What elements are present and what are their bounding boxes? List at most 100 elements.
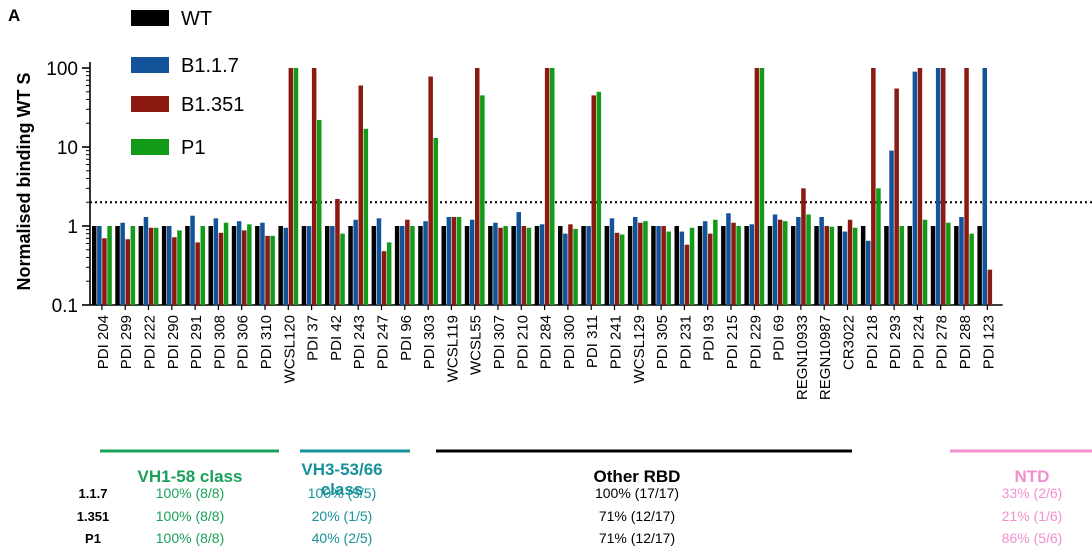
x-tick-label: REGN10933 (794, 315, 811, 400)
bar-WT-17 (488, 226, 493, 305)
x-tick-label: PDI 307 (491, 315, 508, 369)
x-tick-label: PDI 247 (375, 315, 392, 369)
x-tick-label: PDI 37 (305, 315, 322, 361)
bar-B1.351-13 (405, 219, 410, 305)
bar-B1.351-38 (987, 269, 993, 305)
bar-P1-12 (386, 242, 392, 305)
bar-B1.1.7-3 (167, 226, 172, 305)
bar-P1-30 (806, 214, 811, 305)
bar-B1.1.7-9 (306, 226, 312, 305)
x-tick-label: PDI 210 (514, 315, 531, 369)
bar-B1.1.7-30 (796, 216, 801, 305)
bar-B1.1.7-14 (423, 221, 428, 305)
group-stat-1-1: 20% (1/5) (311, 508, 373, 524)
x-tick-label: PDI 69 (771, 315, 788, 361)
bar-B1.1.7-26 (702, 221, 708, 305)
bar-B1.1.7-32 (842, 231, 848, 305)
bar-P1-26 (713, 219, 718, 305)
bar-B1.1.7-12 (376, 218, 382, 305)
x-tick-label: PDI 231 (677, 315, 694, 369)
bar-WT-12 (371, 226, 377, 305)
bar-B1.1.7-8 (283, 227, 288, 305)
bar-WT-14 (418, 226, 423, 305)
bar-B1.1.7-24 (656, 226, 661, 305)
bar-B1.351-4 (195, 242, 200, 305)
bar-WT-5 (208, 226, 213, 305)
bar-P1-28 (759, 68, 765, 305)
group-stat-2-1: 71% (12/17) (598, 508, 676, 524)
bar-B1.1.7-27 (726, 213, 731, 305)
group-stat-0-1: 100% (8/8) (155, 508, 225, 524)
group-stat-3-1: 21% (1/6) (1001, 508, 1063, 524)
x-tick-label: WCSL120 (281, 315, 298, 383)
bar-WT-0 (92, 226, 97, 305)
bar-B1.351-26 (708, 233, 713, 305)
group-stat-0-0: 100% (8/8) (155, 485, 225, 501)
group-stat-1-0: 100% (5/5) (307, 485, 377, 501)
bar-WT-15 (441, 226, 446, 305)
bar-B1.351-20 (568, 224, 573, 305)
bar-P1-37 (969, 233, 974, 305)
bar-B1.1.7-10 (330, 226, 335, 305)
bar-WT-22 (604, 226, 610, 305)
bar-B1.1.7-1 (120, 222, 125, 305)
bar-WT-21 (581, 226, 586, 305)
legend-label-B1.1.7: B1.1.7 (181, 55, 239, 77)
bar-B1.351-8 (288, 68, 294, 305)
bar-P1-19 (550, 68, 555, 305)
bar-B1.351-27 (731, 222, 736, 305)
legend-swatch-WT (131, 10, 169, 26)
x-tick-label: PDI 310 (258, 315, 275, 369)
bar-P1-9 (317, 119, 322, 305)
bar-P1-11 (363, 128, 369, 305)
bar-B1.351-19 (544, 68, 550, 305)
bar-WT-38 (977, 226, 982, 305)
bar-P1-0 (107, 226, 112, 305)
bar-B1.1.7-20 (563, 233, 568, 305)
bar-WT-30 (791, 226, 796, 305)
bar-P1-4 (200, 226, 205, 305)
bar-B1.351-1 (125, 239, 130, 305)
bar-B1.351-0 (102, 238, 107, 305)
binding-bar-chart: 0.1 1 10 100 Normalised binding WT S PDI 204 P… (14, 8, 1092, 453)
bar-B1.351-36 (941, 68, 946, 305)
bar-B1.1.7-22 (609, 218, 615, 305)
bar-WT-35 (907, 226, 912, 305)
bar-P1-21 (596, 91, 602, 305)
bar-B1.351-29 (777, 219, 783, 305)
bar-B1.351-24 (661, 226, 666, 305)
bar-WT-1 (115, 226, 120, 305)
bar-WT-24 (651, 226, 656, 305)
legend-label-B1.351: B1.351 (181, 94, 244, 116)
bar-P1-36 (946, 222, 951, 305)
bar-B1.1.7-2 (143, 216, 149, 305)
bar-P1-5 (223, 222, 229, 305)
y-tick-label: 1 (67, 217, 78, 238)
bar-WT-33 (860, 226, 866, 305)
bar-WT-32 (837, 226, 843, 305)
bar-P1-24 (666, 231, 671, 305)
bar-B1.1.7-11 (353, 219, 358, 305)
x-tick-label: PDI 96 (398, 315, 415, 361)
bar-WT-7 (255, 226, 260, 305)
bar-B1.1.7-34 (889, 150, 894, 305)
bar-B1.1.7-31 (819, 216, 824, 305)
bar-B1.1.7-18 (516, 212, 521, 305)
x-tick-label: WCSL119 (444, 315, 461, 382)
bar-WT-27 (721, 226, 726, 305)
bar-WT-20 (558, 226, 563, 305)
bar-P1-14 (433, 137, 438, 305)
x-tick-label: PDI 243 (351, 315, 368, 369)
bar-B1.1.7-23 (633, 216, 638, 305)
legend-label-WT: WT (181, 8, 212, 30)
stat-row-label-2: P1 (85, 531, 101, 546)
bar-B1.351-30 (801, 188, 806, 305)
x-tick-label: PDI 278 (934, 315, 951, 369)
legend-swatch-B1.1.7 (131, 57, 169, 73)
bar-P1-20 (573, 228, 578, 305)
bar-WT-31 (814, 226, 819, 305)
bar-B1.1.7-7 (260, 222, 265, 305)
x-tick-label: PDI 311 (584, 315, 601, 368)
group-stat-3-0: 33% (2/6) (1001, 485, 1063, 501)
bar-P1-23 (643, 221, 648, 305)
